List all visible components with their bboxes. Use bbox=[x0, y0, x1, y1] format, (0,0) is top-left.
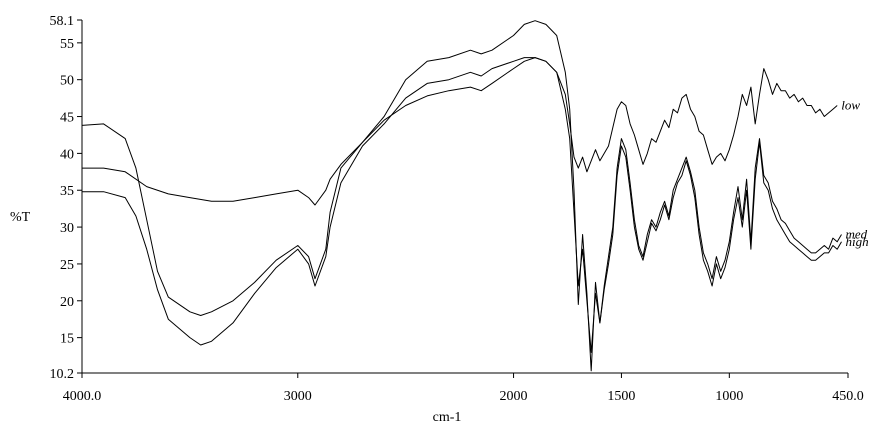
y-tick-label: 45 bbox=[60, 111, 74, 126]
x-axis-ticks: 4000.0 3000 2000 1500 1000 450.0 bbox=[63, 373, 864, 404]
x-tick-label: 1500 bbox=[607, 389, 635, 404]
x-tick-label: 1000 bbox=[715, 389, 743, 404]
y-tick-label: 10.2 bbox=[50, 367, 75, 382]
y-tick-label: 55 bbox=[60, 37, 74, 52]
series-line-high bbox=[82, 57, 842, 353]
y-tick-label: 58.1 bbox=[50, 14, 75, 29]
x-tick-label: 4000.0 bbox=[63, 389, 102, 404]
axes bbox=[81, 20, 848, 374]
y-tick-label: 40 bbox=[60, 147, 74, 162]
y-tick-label: 35 bbox=[60, 184, 74, 199]
series-lines bbox=[81, 20, 842, 372]
series-label-high: high bbox=[846, 234, 869, 249]
series-label-med: med bbox=[846, 226, 868, 241]
series-label-low: low bbox=[841, 97, 860, 112]
y-axis-title: %T bbox=[10, 210, 31, 225]
y-axis-ticks: 10.2 15 20 25 30 35 40 45 50 55 58.1 bbox=[50, 14, 82, 382]
x-tick-label: 3000 bbox=[284, 389, 312, 404]
y-tick-label: 25 bbox=[60, 258, 74, 273]
x-tick-label: 450.0 bbox=[832, 389, 864, 404]
y-tick-label: 30 bbox=[60, 221, 74, 236]
y-tick-label: 50 bbox=[60, 74, 74, 89]
x-tick-label: 2000 bbox=[500, 389, 528, 404]
y-tick-label: 20 bbox=[60, 295, 74, 310]
x-axis-title: cm-1 bbox=[433, 410, 462, 421]
series-line-low bbox=[82, 57, 838, 206]
series-line-med bbox=[81, 20, 842, 372]
y-tick-label: 15 bbox=[60, 332, 74, 347]
